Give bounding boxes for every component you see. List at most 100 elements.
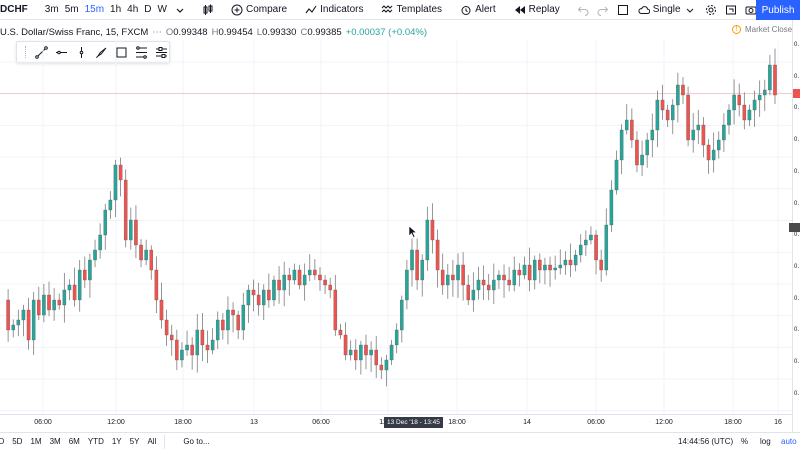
candle-body bbox=[37, 299, 41, 316]
candle bbox=[635, 131, 639, 173]
candle-body bbox=[532, 259, 537, 281]
candle-body bbox=[389, 344, 394, 361]
candle-body bbox=[154, 269, 159, 301]
candle-body bbox=[369, 349, 373, 356]
candle bbox=[446, 264, 450, 299]
range-5y[interactable]: 5Y bbox=[129, 437, 140, 446]
rectangle-icon[interactable] bbox=[113, 44, 129, 61]
camera-icon[interactable] bbox=[741, 0, 761, 20]
candle bbox=[451, 259, 455, 297]
candle-body bbox=[159, 299, 164, 321]
candle-body bbox=[630, 119, 634, 141]
candle bbox=[195, 313, 200, 373]
candle-body bbox=[706, 144, 711, 161]
timeframe-3m[interactable]: 3m bbox=[44, 4, 59, 15]
brush-icon[interactable] bbox=[94, 44, 110, 61]
vertical-line-icon[interactable] bbox=[74, 44, 90, 61]
range-all[interactable]: All bbox=[147, 437, 157, 446]
candle bbox=[507, 266, 511, 292]
indicators-button[interactable]: Indicators bbox=[300, 0, 368, 20]
candle bbox=[594, 230, 598, 275]
drag-handle[interactable] bbox=[25, 46, 28, 58]
candle-body bbox=[594, 234, 598, 261]
candles-style-icon[interactable] bbox=[198, 0, 218, 20]
candle bbox=[159, 282, 164, 329]
utc-clock[interactable]: 14:44:56 (UTC) bbox=[678, 437, 734, 446]
candle bbox=[742, 92, 747, 130]
fullscreen-icon[interactable] bbox=[721, 0, 741, 20]
candle-body bbox=[665, 109, 670, 121]
alert-label: Alert bbox=[475, 4, 496, 15]
timeframe-4h[interactable]: 4h bbox=[127, 4, 139, 15]
candle-body bbox=[200, 329, 205, 346]
timeframe-d[interactable]: D bbox=[144, 4, 152, 15]
candle-body bbox=[461, 264, 465, 286]
candle bbox=[389, 339, 394, 365]
candle bbox=[665, 104, 670, 127]
templates-button[interactable]: Templates bbox=[376, 0, 447, 20]
compare-button[interactable]: Compare bbox=[226, 0, 292, 20]
range-1d[interactable]: 1D bbox=[0, 437, 5, 446]
timeframe-15m[interactable]: 15m bbox=[84, 4, 105, 15]
publish-button[interactable]: Publish bbox=[756, 0, 800, 20]
range-1m[interactable]: 1M bbox=[30, 437, 42, 446]
timeframe-1h[interactable]: 1h bbox=[110, 4, 122, 15]
undo-icon[interactable] bbox=[573, 0, 593, 20]
candle bbox=[425, 206, 430, 271]
symbol-search[interactable]: DCHF bbox=[0, 4, 28, 15]
candle-body bbox=[26, 309, 31, 341]
candle bbox=[251, 279, 256, 312]
log-scale-toggle[interactable]: log bbox=[760, 437, 771, 446]
series-title: U.S. Dollar/Swiss Franc, 15, FXCM bbox=[0, 26, 149, 38]
alert-button[interactable]: Alert bbox=[455, 0, 501, 20]
timeframe-5m[interactable]: 5m bbox=[64, 4, 79, 15]
price-chart[interactable] bbox=[0, 40, 792, 414]
layout-button[interactable]: Single bbox=[633, 0, 701, 20]
candle bbox=[660, 84, 665, 120]
percent-scale-toggle[interactable]: % bbox=[741, 437, 749, 446]
fib-retracement-icon[interactable] bbox=[133, 44, 149, 61]
candle bbox=[52, 288, 56, 321]
candle bbox=[139, 239, 143, 268]
price-tick-label: 0. bbox=[794, 327, 800, 334]
trend-line-icon[interactable] bbox=[34, 44, 50, 61]
layout-label: Single bbox=[652, 4, 681, 15]
range-6m[interactable]: 6M bbox=[68, 437, 80, 446]
candle bbox=[21, 304, 26, 337]
candle bbox=[568, 243, 573, 277]
candle-body bbox=[134, 219, 138, 246]
horizontal-ray-icon[interactable] bbox=[54, 44, 70, 61]
high-label: H bbox=[211, 26, 219, 38]
candle bbox=[364, 334, 368, 370]
candle-body bbox=[251, 289, 256, 296]
candle bbox=[435, 229, 440, 288]
redo-icon[interactable] bbox=[593, 0, 613, 20]
range-ytd[interactable]: YTD bbox=[87, 437, 104, 446]
chevron-down-icon[interactable] bbox=[170, 0, 190, 20]
replay-button[interactable]: Replay bbox=[509, 0, 565, 20]
candle bbox=[88, 253, 92, 298]
price-tick-label: 0. bbox=[794, 42, 800, 48]
range-3m[interactable]: 3M bbox=[49, 437, 61, 446]
range-1y[interactable]: 1Y bbox=[111, 437, 122, 446]
candle-body bbox=[757, 94, 762, 101]
candle bbox=[277, 266, 281, 304]
goto-date-button[interactable]: Go to... bbox=[183, 437, 210, 446]
more-icon[interactable]: ⋯ bbox=[152, 26, 162, 38]
range-5d[interactable]: 5D bbox=[12, 437, 23, 446]
crosshair-price-tag bbox=[789, 223, 800, 232]
position-tool-icon[interactable] bbox=[153, 44, 169, 61]
candle-body bbox=[241, 304, 246, 331]
candle-body bbox=[492, 279, 496, 291]
candle bbox=[57, 293, 61, 310]
time-tick-label: 18:00 bbox=[448, 419, 466, 426]
candle-body bbox=[354, 349, 358, 361]
timeframe-w[interactable]: W bbox=[157, 4, 167, 15]
candle bbox=[517, 263, 522, 287]
auto-scale-toggle[interactable]: auto bbox=[781, 437, 797, 446]
fullscreen-square-icon[interactable] bbox=[613, 0, 633, 20]
candle bbox=[706, 139, 711, 174]
price-tick-label: 0. bbox=[794, 263, 800, 270]
candle bbox=[466, 274, 470, 306]
gear-icon[interactable] bbox=[701, 0, 721, 20]
